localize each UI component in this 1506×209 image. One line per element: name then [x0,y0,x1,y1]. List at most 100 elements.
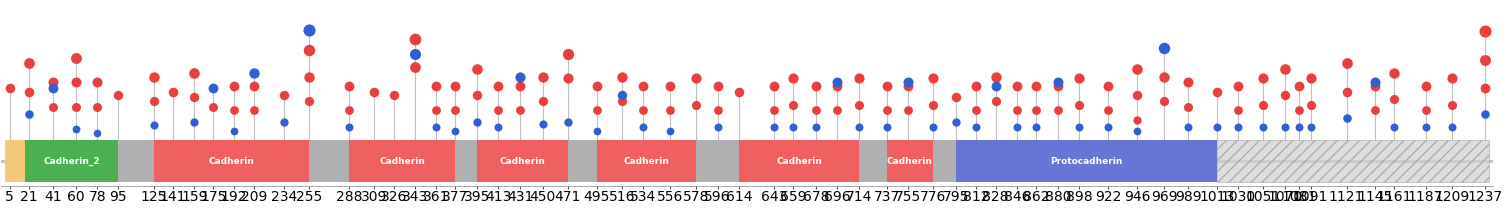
Point [425,126,449,129]
Point [86,80,110,84]
Point [1125,118,1149,121]
Point [1068,126,1092,129]
Point [983,84,1008,88]
Point [465,67,489,71]
Point [242,84,267,88]
Point [1096,84,1120,88]
FancyBboxPatch shape [568,140,596,182]
Point [1005,109,1029,112]
FancyBboxPatch shape [934,140,956,182]
Point [1226,84,1250,88]
Point [297,28,321,31]
Point [1274,126,1298,129]
Point [804,109,828,112]
Point [86,105,110,108]
Bar [1217,140,1489,182]
Point [297,75,321,78]
Point [1298,77,1322,80]
Point [584,109,608,112]
Point [1152,99,1176,103]
Point [1274,67,1298,71]
Point [556,77,580,80]
Point [610,75,634,78]
Point [983,75,1008,78]
FancyBboxPatch shape [696,140,739,182]
Point [17,112,41,116]
Point [17,90,41,93]
Point [983,99,1008,103]
FancyBboxPatch shape [309,140,349,182]
Point [1440,126,1464,129]
Point [782,77,806,80]
Point [922,126,946,129]
Point [221,129,245,133]
Point [584,129,608,133]
Point [1286,84,1310,88]
Text: Cadherin: Cadherin [887,157,932,166]
Point [182,71,206,74]
Point [1125,67,1149,71]
Point [41,80,65,84]
Point [465,120,489,123]
Point [1250,126,1274,129]
Point [1024,109,1048,112]
Point [762,109,786,112]
Point [825,109,849,112]
Point [1024,84,1048,88]
Text: Cadherin: Cadherin [623,157,669,166]
Point [846,126,870,129]
Point [1096,126,1120,129]
Point [1298,103,1322,106]
Point [508,109,532,112]
Point [402,37,426,41]
Point [804,84,828,88]
Text: Protocadherin: Protocadherin [1050,157,1123,166]
Point [584,84,608,88]
Point [41,86,65,89]
Point [1068,77,1092,80]
Point [1363,84,1387,88]
Point [1334,116,1358,120]
Point [337,109,361,112]
Point [41,105,65,108]
Point [1286,109,1310,112]
Point [896,109,920,112]
Point [486,109,511,112]
Point [825,84,849,88]
Point [1473,86,1497,89]
Point [63,105,87,108]
Point [658,129,682,133]
Point [86,131,110,135]
Text: Cadherin: Cadherin [776,157,822,166]
Point [142,75,166,78]
Point [1005,126,1029,129]
FancyBboxPatch shape [349,140,455,182]
Point [1205,126,1229,129]
Point [944,120,968,123]
Point [1125,94,1149,97]
Point [1176,126,1200,129]
Point [242,109,267,112]
Point [1250,77,1274,80]
FancyBboxPatch shape [858,140,887,182]
Point [337,126,361,129]
Point [1473,112,1497,116]
FancyBboxPatch shape [154,140,309,182]
Point [1383,71,1407,74]
Point [402,52,426,56]
Point [530,122,554,125]
Point [297,99,321,103]
Point [762,126,786,129]
Point [63,127,87,131]
Point [706,126,730,129]
Point [658,109,682,112]
Point [1205,90,1229,93]
Point [1440,77,1464,80]
Point [556,52,580,56]
Point [1250,103,1274,106]
Point [105,94,130,97]
Point [182,96,206,99]
Point [1045,80,1069,84]
Point [896,80,920,84]
Point [1125,129,1149,133]
